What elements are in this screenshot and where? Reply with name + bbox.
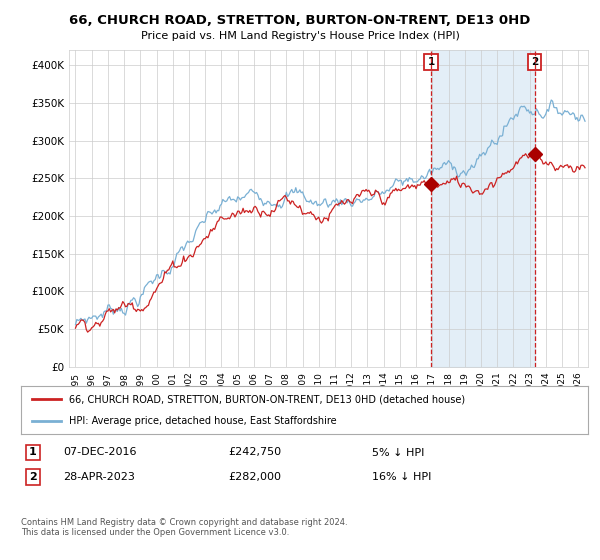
Text: 28-APR-2023: 28-APR-2023 <box>63 472 135 482</box>
Text: 1: 1 <box>29 447 37 458</box>
Text: £242,750: £242,750 <box>228 447 281 458</box>
Text: 2: 2 <box>531 57 538 67</box>
Text: 66, CHURCH ROAD, STRETTON, BURTON-ON-TRENT, DE13 0HD: 66, CHURCH ROAD, STRETTON, BURTON-ON-TRE… <box>70 14 530 27</box>
Text: 07-DEC-2016: 07-DEC-2016 <box>63 447 137 458</box>
Text: 16% ↓ HPI: 16% ↓ HPI <box>372 472 431 482</box>
Text: 5% ↓ HPI: 5% ↓ HPI <box>372 447 424 458</box>
Text: HPI: Average price, detached house, East Staffordshire: HPI: Average price, detached house, East… <box>69 416 337 426</box>
Text: Contains HM Land Registry data © Crown copyright and database right 2024.
This d: Contains HM Land Registry data © Crown c… <box>21 518 347 538</box>
Text: 66, CHURCH ROAD, STRETTON, BURTON-ON-TRENT, DE13 0HD (detached house): 66, CHURCH ROAD, STRETTON, BURTON-ON-TRE… <box>69 394 466 404</box>
Text: 1: 1 <box>427 57 434 67</box>
Text: 2: 2 <box>29 472 37 482</box>
Text: Price paid vs. HM Land Registry's House Price Index (HPI): Price paid vs. HM Land Registry's House … <box>140 31 460 41</box>
Text: £282,000: £282,000 <box>228 472 281 482</box>
